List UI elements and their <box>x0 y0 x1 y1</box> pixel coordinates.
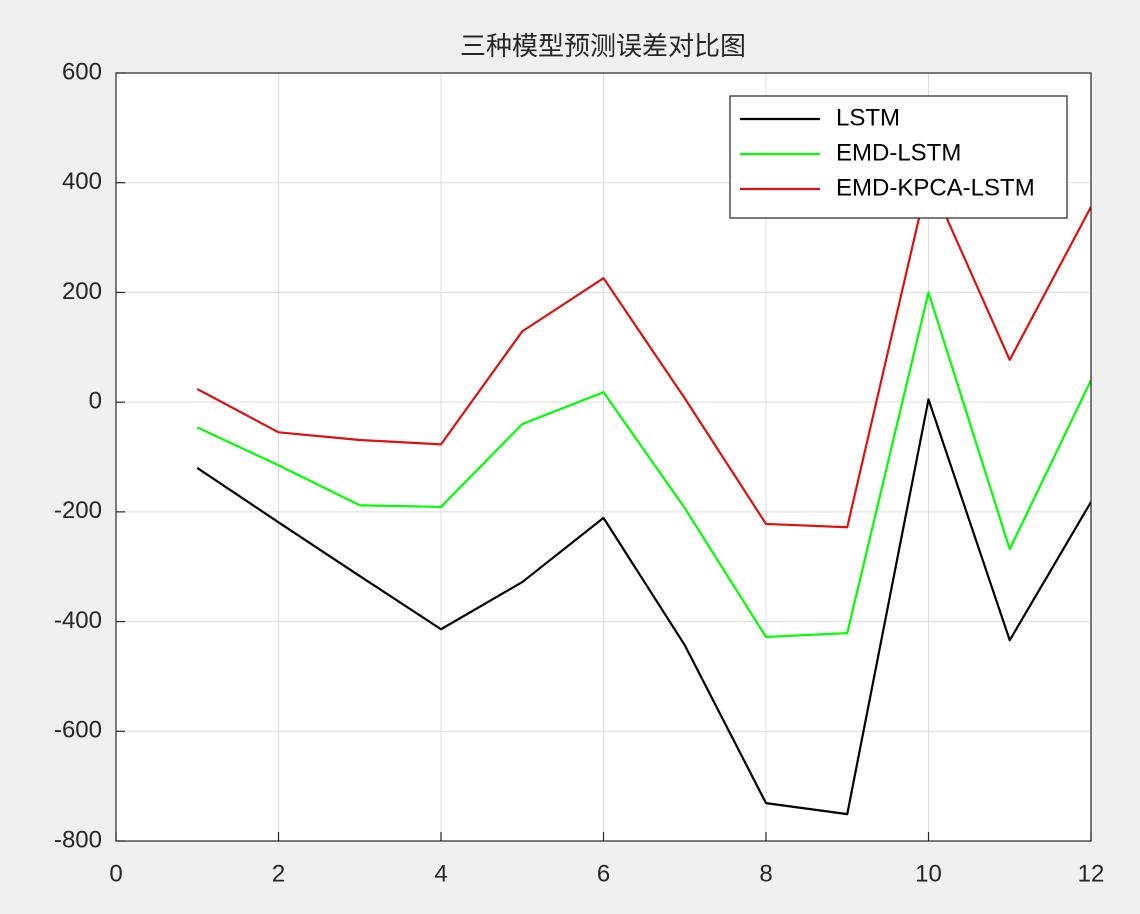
y-tick-label: 600 <box>62 58 102 85</box>
x-tick-label: 6 <box>597 860 610 887</box>
ticks: 0 2 4 6 8 10 12 -800 -600 -400 -200 0 200 400 600 <box>54 58 1104 887</box>
legend-label: EMD-LSTM <box>836 139 961 166</box>
legend-label: EMD-KPCA-LSTM <box>836 174 1035 201</box>
y-tick-label: 0 <box>89 387 102 414</box>
y-tick-label: -400 <box>54 607 102 634</box>
legend-label: LSTM <box>836 104 900 131</box>
x-tick-label: 0 <box>109 860 122 887</box>
y-tick-label: 400 <box>62 168 102 195</box>
legend-box <box>729 95 1068 219</box>
y-tick-label: 200 <box>62 278 102 305</box>
series-line <box>196 291 1091 639</box>
x-tick-label: 12 <box>1078 860 1105 887</box>
series-line <box>196 398 1091 816</box>
x-tick-label: 4 <box>434 860 447 887</box>
legend: LSTM EMD-LSTM EMD-KPCA-LSTM <box>729 95 1068 219</box>
y-tick-label: -600 <box>54 717 102 744</box>
y-tick-label: -800 <box>54 826 102 853</box>
x-tick-label: 10 <box>915 860 942 887</box>
x-tick-label: 8 <box>759 860 772 887</box>
x-tick-label: 2 <box>272 860 285 887</box>
y-tick-label: -200 <box>54 497 102 524</box>
chart-title: 三种模型预测误差对比图 <box>460 31 746 61</box>
